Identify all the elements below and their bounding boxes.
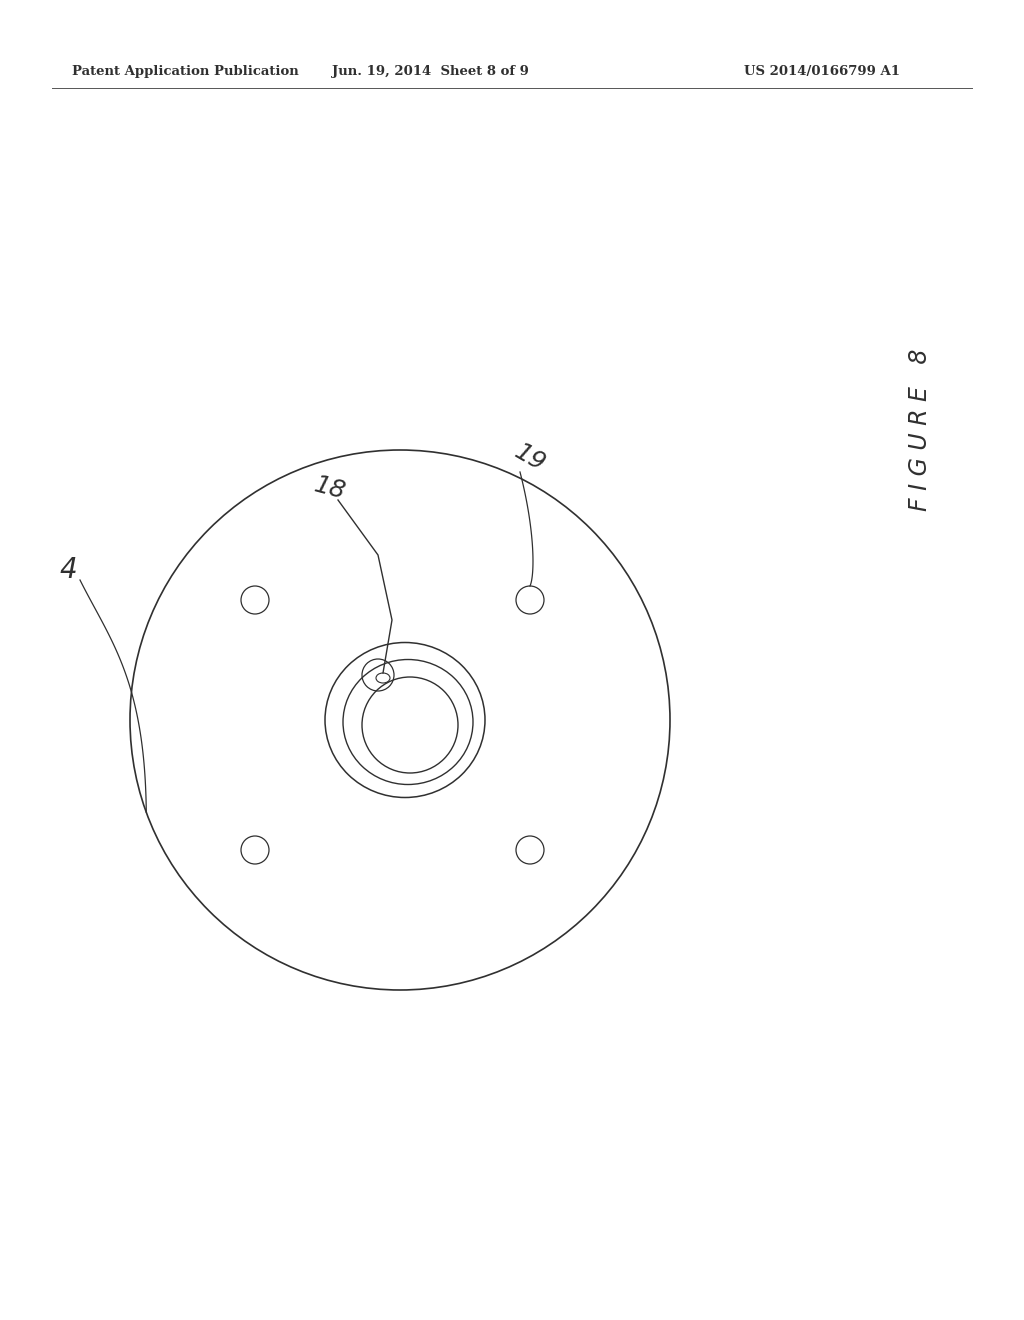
Text: F I G U R E   8: F I G U R E 8 [908,348,932,511]
Text: Jun. 19, 2014  Sheet 8 of 9: Jun. 19, 2014 Sheet 8 of 9 [332,66,528,78]
Text: 4: 4 [59,556,77,583]
Text: 19: 19 [510,440,550,477]
Text: 18: 18 [311,473,348,504]
Text: US 2014/0166799 A1: US 2014/0166799 A1 [744,66,900,78]
Text: Patent Application Publication: Patent Application Publication [72,66,299,78]
